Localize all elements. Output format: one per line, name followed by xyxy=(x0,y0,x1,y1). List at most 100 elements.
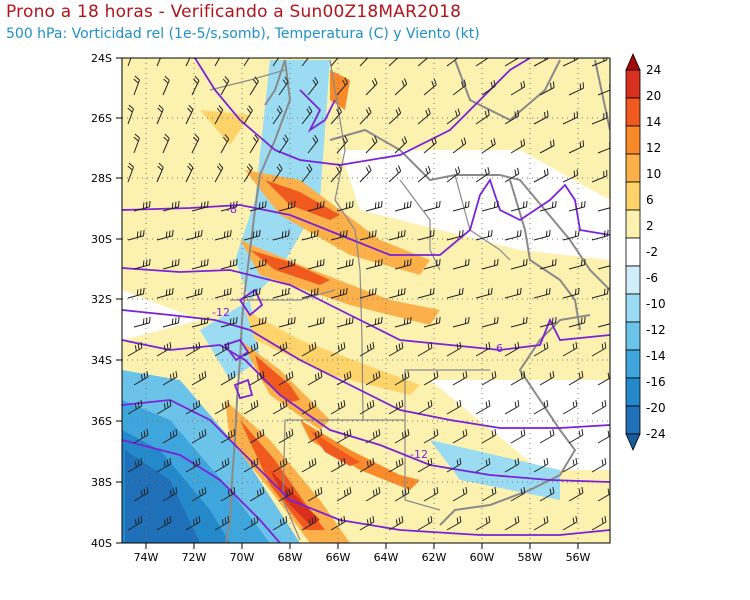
wind-barb xyxy=(510,258,528,270)
wind-barb xyxy=(243,163,253,183)
wind-barb xyxy=(365,371,381,386)
wind-barb xyxy=(394,487,410,502)
colorbar-swatch xyxy=(625,97,641,127)
wind-barb xyxy=(475,109,490,125)
wind-barb xyxy=(133,371,149,386)
wind-barb xyxy=(220,316,238,328)
wind-barb xyxy=(185,516,201,531)
wind-barb xyxy=(243,516,259,531)
wind-barb xyxy=(533,516,549,531)
wind-barb xyxy=(533,58,549,67)
wind-barb xyxy=(475,400,491,415)
wind-barb xyxy=(127,516,143,531)
wind-barb xyxy=(446,458,462,473)
wind-barb xyxy=(504,400,520,415)
wind-barb xyxy=(359,287,377,299)
wind-barb xyxy=(394,200,412,212)
wind-barb xyxy=(504,229,522,241)
wind-barb xyxy=(568,140,584,154)
wind-barb xyxy=(156,458,172,473)
wind-barb xyxy=(475,287,493,299)
wind-barb xyxy=(249,76,259,96)
wind-barb xyxy=(568,82,584,96)
wind-barb xyxy=(359,400,375,415)
wind-barb xyxy=(475,58,489,67)
wind-barb xyxy=(307,77,319,96)
temperature-contours xyxy=(122,58,610,543)
wind-barb xyxy=(568,258,586,270)
wind-barb xyxy=(562,111,578,125)
wind-barb xyxy=(359,58,369,67)
colorbar-swatch xyxy=(625,153,641,183)
wind-barb xyxy=(301,458,317,473)
wind-barb xyxy=(278,134,289,154)
colorbar-swatch xyxy=(625,181,641,211)
lon-label: 62W xyxy=(422,551,447,564)
wind-barb xyxy=(446,166,461,183)
wind-barb xyxy=(394,429,410,444)
wind-barb xyxy=(504,458,520,473)
wind-barb xyxy=(330,229,348,241)
wind-barb xyxy=(156,516,172,531)
lon-label: 66W xyxy=(326,551,351,564)
wind-barb xyxy=(591,111,608,125)
wind-barb xyxy=(481,316,499,328)
wind-barb xyxy=(481,258,499,270)
wind-barb xyxy=(359,106,372,125)
wind-barb xyxy=(591,400,607,415)
wind-barb xyxy=(156,162,164,183)
wind-barb xyxy=(162,133,170,154)
wind-barb xyxy=(481,80,496,96)
wind-barb xyxy=(162,200,180,212)
lat-label: 30S xyxy=(91,233,112,246)
wind-barb xyxy=(394,136,408,154)
wind-barb xyxy=(185,400,201,415)
contour-label: -12 xyxy=(410,448,428,461)
wind-barb xyxy=(220,258,238,270)
colorbar-label: -24 xyxy=(646,427,666,441)
colorbar-label: -20 xyxy=(646,401,666,415)
lon-label: 74W xyxy=(134,551,159,564)
wind-barb xyxy=(162,316,180,328)
wind-barb xyxy=(562,342,578,357)
wind-barb xyxy=(307,135,319,154)
wind-barb xyxy=(533,287,551,299)
longitude-labels: 74W 72W 70W 68W 66W 64W 62W 60W 58W 56W xyxy=(134,551,591,564)
lat-label: 32S xyxy=(91,293,112,306)
wind-barb xyxy=(446,342,462,357)
colorbar: 24 20 14 12 10 6 2 -2 -6 -10 -12 -14 -16 -20 -24 xyxy=(625,53,666,451)
wind-barb xyxy=(533,168,549,183)
wind-barb xyxy=(243,400,259,415)
wind-barb xyxy=(127,342,143,357)
wind-barb xyxy=(336,200,354,212)
wind-barb xyxy=(191,487,207,502)
wind-barb xyxy=(446,108,461,125)
wind-barb xyxy=(162,487,178,502)
wind-barb xyxy=(510,316,528,328)
wind-barb xyxy=(185,342,201,357)
wind-barb xyxy=(214,105,224,125)
wind-barb xyxy=(475,516,491,531)
wind-barb xyxy=(365,77,378,96)
wind-barb xyxy=(510,487,526,502)
wind-barb xyxy=(510,138,526,154)
wind-barb xyxy=(185,104,194,125)
wind-barb xyxy=(475,167,490,183)
wind-barb xyxy=(336,487,352,502)
wind-barb xyxy=(307,429,323,444)
wind-barb xyxy=(272,105,283,125)
wind-barb xyxy=(272,287,290,299)
wind-barb xyxy=(475,229,493,241)
wind-barb xyxy=(446,400,462,415)
wind-barb xyxy=(127,458,143,473)
wind-barbs xyxy=(127,58,610,531)
wind-barb xyxy=(336,371,352,386)
wind-barb xyxy=(330,516,346,531)
wind-barb xyxy=(417,458,433,473)
wind-barb xyxy=(249,429,265,444)
wind-barb xyxy=(591,229,609,241)
wind-barb xyxy=(539,429,555,444)
wind-barb xyxy=(417,229,435,241)
wind-barb xyxy=(330,287,348,299)
